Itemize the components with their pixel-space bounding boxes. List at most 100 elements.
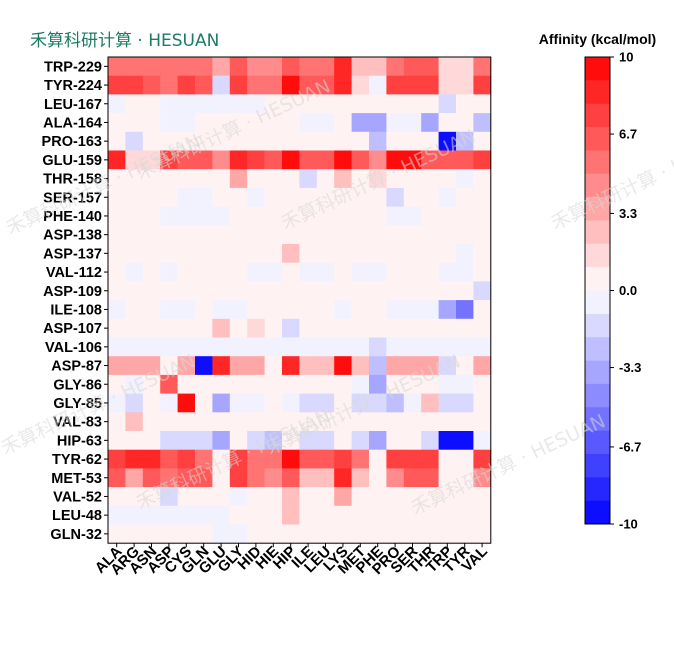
heatmap-cell-VAL-83-ILE (299, 412, 318, 432)
heatmap-cell-MET-53-GLN (195, 468, 213, 488)
heatmap-cell-ASP-87-ALA (108, 356, 126, 376)
heatmap-cell-ILE-108-TRP (438, 300, 457, 320)
heatmap-cell-TYR-62-ASN (142, 449, 161, 469)
heatmap-cell-ALA-164-HIP (282, 113, 300, 133)
heatmap-cell-GLY-86-CYS (177, 374, 196, 394)
heatmap-cell-ASP-87-VAL (473, 356, 492, 376)
heatmap-cell-GLN-32-TYR (456, 524, 474, 544)
heatmap-cell-PRO-163-TRP (438, 131, 457, 151)
heatmap-cell-GLU-159-ASN (142, 150, 161, 170)
heatmap-cell-LEU-48-LYS (334, 505, 352, 525)
heatmap-cell-GLY-85-CYS (177, 393, 196, 413)
heatmap-cell-MET-53-LYS (334, 468, 352, 488)
heatmap-cell-ILE-108-LEU (316, 300, 335, 320)
heatmap-cell-ASP-87-LEU (316, 356, 335, 376)
heatmap-cell-GLY-85-HIE (264, 393, 283, 413)
heatmap-cell-LEU-48-ASP (160, 505, 178, 525)
heatmap-cell-VAL-106-ASP (160, 337, 178, 357)
heatmap-cell-ASP-107-VAL (473, 318, 492, 338)
heatmap-cell-THR-158-ARG (125, 169, 144, 189)
heatmap-cell-ALA-164-GLU (212, 113, 231, 133)
heatmap-cell-SER-157-CYS (177, 187, 196, 207)
heatmap-cell-VAL-106-ARG (125, 337, 144, 357)
heatmap-cell-TYR-62-PRO (386, 449, 405, 469)
heatmap-cell-PRO-163-ILE (299, 131, 318, 151)
heatmap-cell-TYR-224-ALA (108, 75, 126, 95)
brand-watermark-title: 禾算科研计算 · HESUAN (30, 31, 220, 51)
heatmap-cell-VAL-52-HID (247, 487, 265, 507)
heatmap-cell-VAL-106-THR (421, 337, 439, 357)
heatmap-cell-THR-158-HIP (282, 169, 300, 189)
colorbar-segment (585, 313, 610, 338)
heatmap-cell-VAL-106-ALA (108, 337, 126, 357)
heatmap-cell-VAL-106-PHE (369, 337, 387, 357)
colorbar-title: Affinity (kcal/mol) (539, 31, 656, 47)
heatmap-cell-HIP-63-TRP (438, 431, 457, 451)
heatmap-cell-TRP-229-ARG (125, 57, 144, 77)
heatmap-cell-VAL-112-LYS (334, 262, 352, 282)
heatmap-cell-GLY-86-TRP (438, 374, 457, 394)
y-tick-label: GLY-86 (53, 377, 102, 393)
heatmap-cell-TYR-224-TYR (456, 75, 474, 95)
heatmap-cell-GLY-86-SER (403, 374, 422, 394)
heatmap-cell-GLY-85-GLY (229, 393, 248, 413)
heatmap-cell-ASP-138-ASP (160, 225, 178, 245)
heatmap-cell-ASP-87-HIE (264, 356, 283, 376)
colorbar-tick-label: -3.3 (619, 360, 641, 375)
heatmap-cell-MET-53-ILE (299, 468, 318, 488)
heatmap-cell-TYR-62-HIP (282, 449, 300, 469)
heatmap-cell-THR-158-THR (421, 169, 439, 189)
heatmap-cell-ILE-108-HIE (264, 300, 283, 320)
heatmap-cell-GLY-85-TYR (456, 393, 474, 413)
heatmap-cell-TRP-229-HIP (282, 57, 300, 77)
heatmap-cell-GLU-159-SER (403, 150, 422, 170)
heatmap-cell-PRO-163-ASP (160, 131, 178, 151)
heatmap-cell-VAL-52-PRO (386, 487, 405, 507)
heatmap-cell-SER-157-TYR (456, 187, 474, 207)
heatmap-cell-GLY-86-PRO (386, 374, 405, 394)
heatmap-cell-THR-158-GLY (229, 169, 248, 189)
heatmap-cell-PRO-163-ASN (142, 131, 161, 151)
heatmap-cell-MET-53-HIP (282, 468, 300, 488)
heatmap-cell-ILE-108-GLU (212, 300, 231, 320)
heatmap-cell-TRP-229-PRO (386, 57, 405, 77)
heatmap-cell-ASP-109-CYS (177, 281, 196, 301)
watermark-text: 禾算科研计算 · HESUAN (548, 125, 674, 234)
heatmap-cell-GLU-159-ILE (299, 150, 318, 170)
heatmap-cell-ASP-109-TYR (456, 281, 474, 301)
heatmap-cell-VAL-52-LEU (316, 487, 335, 507)
heatmap-cell-SER-157-ARG (125, 187, 144, 207)
heatmap-cell-GLY-86-LEU (316, 374, 335, 394)
heatmap-cell-THR-158-PHE (369, 169, 387, 189)
heatmap-cell-ALA-164-PHE (369, 113, 387, 133)
heatmap-cell-HIP-63-PRO (386, 431, 405, 451)
heatmap-cell-VAL-52-ILE (299, 487, 318, 507)
heatmap-cell-ASP-107-ASN (142, 318, 161, 338)
heatmap-cell-HIP-63-SER (403, 431, 422, 451)
heatmap-cell-SER-157-THR (421, 187, 439, 207)
heatmap-cell-VAL-83-ARG (125, 412, 144, 432)
heatmap-cell-VAL-112-PHE (369, 262, 387, 282)
heatmap-cell-LEU-48-LEU (316, 505, 335, 525)
heatmap-cell-LEU-167-HIE (264, 94, 283, 114)
heatmap-cell-VAL-52-GLU (212, 487, 231, 507)
heatmap-cell-GLU-159-HID (247, 150, 265, 170)
heatmap-cell-PHE-140-ILE (299, 206, 318, 226)
heatmap-cell-GLY-86-ALA (108, 374, 126, 394)
colorbar-segment (585, 500, 610, 525)
heatmap-cell-TYR-224-VAL (473, 75, 492, 95)
heatmap-cell-TYR-62-LEU (316, 449, 335, 469)
heatmap-cell-PHE-140-SER (403, 206, 422, 226)
heatmap-cell-TYR-62-HID (247, 449, 265, 469)
heatmap-cell-GLN-32-SER (403, 524, 422, 544)
heatmap-cell-PHE-140-HIE (264, 206, 283, 226)
heatmap-cell-ASP-137-CYS (177, 244, 196, 264)
heatmap-cell-GLU-159-PRO (386, 150, 405, 170)
heatmap-cell-GLY-85-ALA (108, 393, 126, 413)
heatmap-cell-GLY-86-PHE (369, 374, 387, 394)
y-tick-label: VAL-112 (46, 265, 102, 281)
y-tick-label: MET-53 (51, 471, 102, 487)
heatmap-cell-ALA-164-SER (403, 113, 422, 133)
heatmap-cell-ASP-109-HID (247, 281, 265, 301)
colorbar-segment (585, 243, 610, 268)
